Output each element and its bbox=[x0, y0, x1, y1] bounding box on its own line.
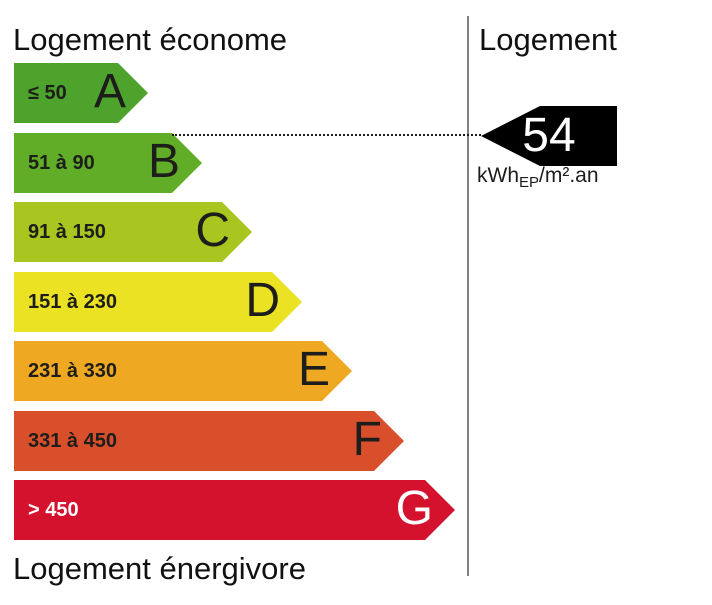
energy-class-bar-A: ≤ 50 A bbox=[14, 63, 148, 123]
class-range-label: 331 à 450 bbox=[28, 430, 117, 452]
class-letter: G bbox=[395, 482, 433, 535]
energy-intensive-housing-title: Logement énergivore bbox=[13, 551, 306, 586]
class-letter: D bbox=[245, 274, 280, 327]
unit-prefix: kWh bbox=[477, 164, 519, 187]
housing-column-title: Logement bbox=[479, 22, 617, 57]
class-letter: F bbox=[352, 413, 382, 466]
class-range-label: 151 à 230 bbox=[28, 291, 117, 313]
value-text: 54 bbox=[522, 109, 576, 162]
energy-class-bar-B: 51 à 90 B bbox=[14, 133, 202, 193]
energy-class-bar-C: 91 à 150 C bbox=[14, 202, 252, 262]
class-range-label: > 450 bbox=[28, 499, 79, 521]
unit-suffix: /m².an bbox=[539, 164, 599, 187]
class-letter: C bbox=[195, 204, 230, 257]
class-range-label: 231 à 330 bbox=[28, 360, 117, 382]
class-range-label: 91 à 150 bbox=[28, 221, 106, 243]
energy-class-bar-E: 231 à 330 E bbox=[14, 341, 352, 401]
energy-class-bar-G: > 450 G bbox=[14, 480, 455, 540]
unit-subscript: EP bbox=[519, 174, 540, 192]
economical-housing-title: Logement économe bbox=[13, 22, 288, 57]
class-letter: B bbox=[147, 135, 180, 188]
energy-class-bar-D: 151 à 230 D bbox=[14, 272, 302, 332]
class-range-label: ≤ 50 bbox=[28, 82, 67, 104]
class-letter: A bbox=[93, 65, 126, 118]
unit-label: kWhEP/m².an bbox=[477, 164, 599, 192]
dotted-connector-line bbox=[172, 134, 481, 136]
energy-class-bar-F: 331 à 450 F bbox=[14, 411, 404, 471]
class-range-label: 51 à 90 bbox=[28, 152, 95, 174]
class-letter: E bbox=[297, 343, 330, 396]
vertical-divider-line bbox=[467, 16, 469, 576]
